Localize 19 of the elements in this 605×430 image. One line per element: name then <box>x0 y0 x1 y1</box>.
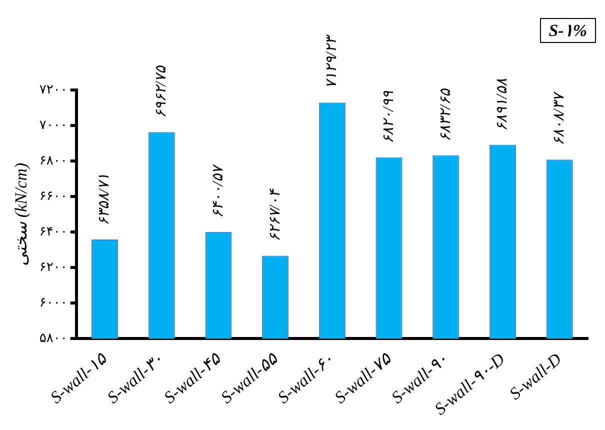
data-label: ۶۸۲۰/۹۹ <box>380 90 397 144</box>
data-label: ۶۸۹۱/۵۸ <box>494 78 511 131</box>
y-tick-label: ۵۸۰۰ <box>39 331 68 346</box>
y-tick-label: ۶۴۰۰ <box>39 224 68 240</box>
y-tick-label: ۶۶۰۰ <box>39 188 68 204</box>
y-tick-label: ۷۰۰۰ <box>39 118 68 133</box>
data-label: ۶۴۰۰/۵۷ <box>210 162 226 218</box>
data-label: ۶۹۶۲/۷۵ <box>154 64 170 118</box>
y-tick-label: ۶۸۰۰ <box>39 153 68 168</box>
y-tick-label: ۶۰۰۰ <box>39 296 68 311</box>
y-axis-title: سختی (kN/cm) <box>12 162 31 266</box>
data-label: ۶۳۵۸/۷۱ <box>96 173 113 226</box>
data-label: ۶۲۶۷/۰۴ <box>267 188 284 242</box>
data-label: ۷۱۲۹/۲۳ <box>324 33 340 89</box>
data-label: ۶۸۰۸/۳۷ <box>552 90 568 146</box>
data-label: ۶۸۳۲/۶۵ <box>438 88 454 142</box>
text: S-۱% <box>540 18 596 43</box>
y-tick-label: ۷۲۰۰ <box>39 82 68 98</box>
y-tick-label: ۶۲۰۰ <box>39 260 68 276</box>
